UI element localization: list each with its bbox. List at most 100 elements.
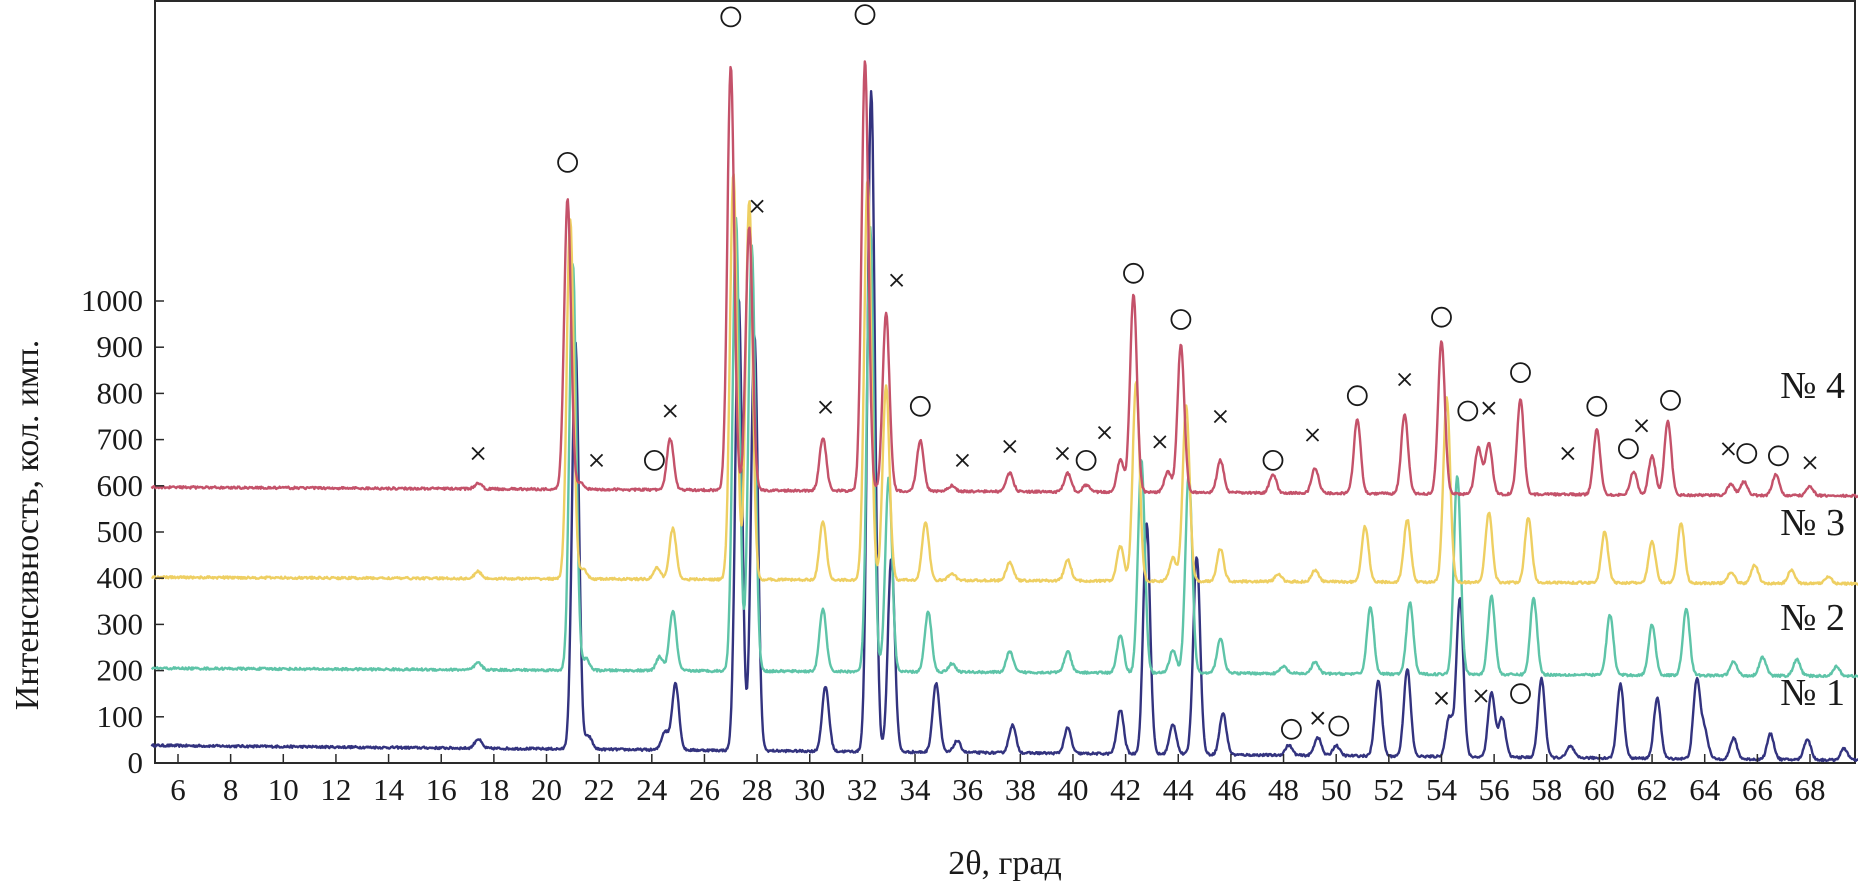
x-tick-label: 22 xyxy=(584,772,615,807)
cross-marker xyxy=(1097,426,1112,440)
cross-stroke xyxy=(1153,435,1167,449)
x-tick-label: 28 xyxy=(742,772,773,807)
cross-stroke xyxy=(589,453,604,468)
cross-stroke xyxy=(1055,446,1070,461)
circle-marker xyxy=(1328,715,1350,737)
cross-stroke xyxy=(471,446,485,461)
y-axis-title: Интенсивность, кол. имп. xyxy=(9,340,46,710)
circle-marker xyxy=(1431,306,1452,328)
circle-marker xyxy=(1075,449,1097,471)
circle-marker xyxy=(720,6,742,28)
x-tick-label: 58 xyxy=(1531,772,1562,807)
y-tick-label: 400 xyxy=(97,560,144,595)
x-tick-label: 36 xyxy=(952,772,983,807)
cross-stroke xyxy=(1803,456,1817,470)
cross-stroke xyxy=(1634,419,1649,433)
tick-layer: 6 8 10 12 14 16 18 20 22 24 26 28 30 32 34 36 38 40 42 44 46… xyxy=(81,283,1826,807)
x-tick-label: 14 xyxy=(373,772,405,807)
x-tick-label: 66 xyxy=(1742,772,1773,807)
series-label-3: № 3 xyxy=(1780,502,1845,544)
x-tick-label: 8 xyxy=(223,772,239,807)
x-tick-label: 52 xyxy=(1373,772,1404,807)
x-tick-label: 10 xyxy=(268,772,299,807)
series-label-2: № 2 xyxy=(1780,597,1845,639)
x-axis-title: 2θ, град xyxy=(948,845,1062,882)
cross-stroke xyxy=(1474,689,1488,703)
cross-marker xyxy=(1482,401,1496,415)
x-tick-label: 42 xyxy=(1110,772,1141,807)
cross-stroke xyxy=(955,453,970,468)
cross-marker xyxy=(663,404,677,418)
x-tick-label: 30 xyxy=(794,772,825,807)
circle-marker xyxy=(644,449,665,471)
x-tick-label: 26 xyxy=(689,772,720,807)
x-tick-label: 38 xyxy=(1005,772,1036,807)
cross-marker xyxy=(1055,446,1070,461)
cross-stroke xyxy=(1003,439,1017,454)
circle-marker xyxy=(1736,443,1758,464)
cross-marker xyxy=(1434,691,1449,705)
series-label-layer: № 1 № 2 № 3 № 4 xyxy=(1780,365,1845,714)
cross-marker xyxy=(471,446,485,461)
cross-marker xyxy=(1003,439,1017,454)
x-tick-label: 18 xyxy=(478,772,509,807)
x-tick-label: 20 xyxy=(531,772,562,807)
cross-stroke xyxy=(1397,372,1412,387)
series-label-4: № 4 xyxy=(1780,365,1845,407)
circle-marker xyxy=(1262,449,1284,471)
x-tick-label: 68 xyxy=(1795,772,1826,807)
x-tick-label: 32 xyxy=(847,772,878,807)
cross-stroke xyxy=(1305,428,1320,442)
cross-marker xyxy=(1305,428,1320,442)
circle-marker xyxy=(909,395,931,417)
series-line-2 xyxy=(150,216,1858,679)
cross-stroke xyxy=(663,404,677,418)
cross-marker xyxy=(1397,372,1412,387)
circle-marker xyxy=(557,151,578,173)
y-tick-label: 300 xyxy=(97,606,144,641)
x-tick-label: 46 xyxy=(1215,772,1246,807)
cross-marker xyxy=(1213,409,1228,424)
cross-marker xyxy=(1634,419,1649,433)
x-tick-label: 50 xyxy=(1321,772,1352,807)
series-line-3 xyxy=(150,173,1858,586)
y-tick-label: 1000 xyxy=(81,283,143,318)
circle-marker xyxy=(1281,718,1302,740)
cross-stroke xyxy=(1561,446,1575,461)
y-tick-label: 0 xyxy=(128,745,144,780)
x-tick-label: 16 xyxy=(426,772,457,807)
cross-marker xyxy=(1153,435,1167,449)
series-line-1 xyxy=(150,90,1858,763)
cross-stroke xyxy=(1721,442,1736,456)
y-tick-label: 500 xyxy=(97,514,144,549)
series-label-1: № 1 xyxy=(1780,672,1845,714)
cross-marker xyxy=(955,453,970,468)
x-tick-label: 64 xyxy=(1689,772,1721,807)
cross-marker xyxy=(1311,711,1325,725)
cross-stroke xyxy=(889,273,904,287)
cross-stroke xyxy=(818,400,833,414)
x-tick-label: 62 xyxy=(1637,772,1668,807)
circle-marker xyxy=(1346,385,1368,407)
x-tick-label: 56 xyxy=(1479,772,1510,807)
cross-stroke xyxy=(1482,401,1496,415)
circle-marker xyxy=(1618,438,1639,460)
series-line-4 xyxy=(150,60,1858,499)
y-tick-label: 600 xyxy=(97,468,144,503)
y-tick-label: 900 xyxy=(97,329,144,364)
cross-marker xyxy=(818,400,833,414)
cross-marker xyxy=(1803,456,1817,470)
cross-marker xyxy=(750,199,764,213)
cross-stroke xyxy=(1434,691,1449,705)
y-tick-label: 200 xyxy=(97,653,144,688)
x-tick-label: 60 xyxy=(1584,772,1615,807)
x-tick-label: 24 xyxy=(636,772,668,807)
circle-marker xyxy=(1457,400,1479,422)
circle-marker xyxy=(854,4,876,26)
circle-marker xyxy=(1768,445,1789,467)
x-tick-label: 34 xyxy=(900,772,932,807)
cross-marker xyxy=(1561,446,1575,461)
series-layer xyxy=(150,60,1858,763)
